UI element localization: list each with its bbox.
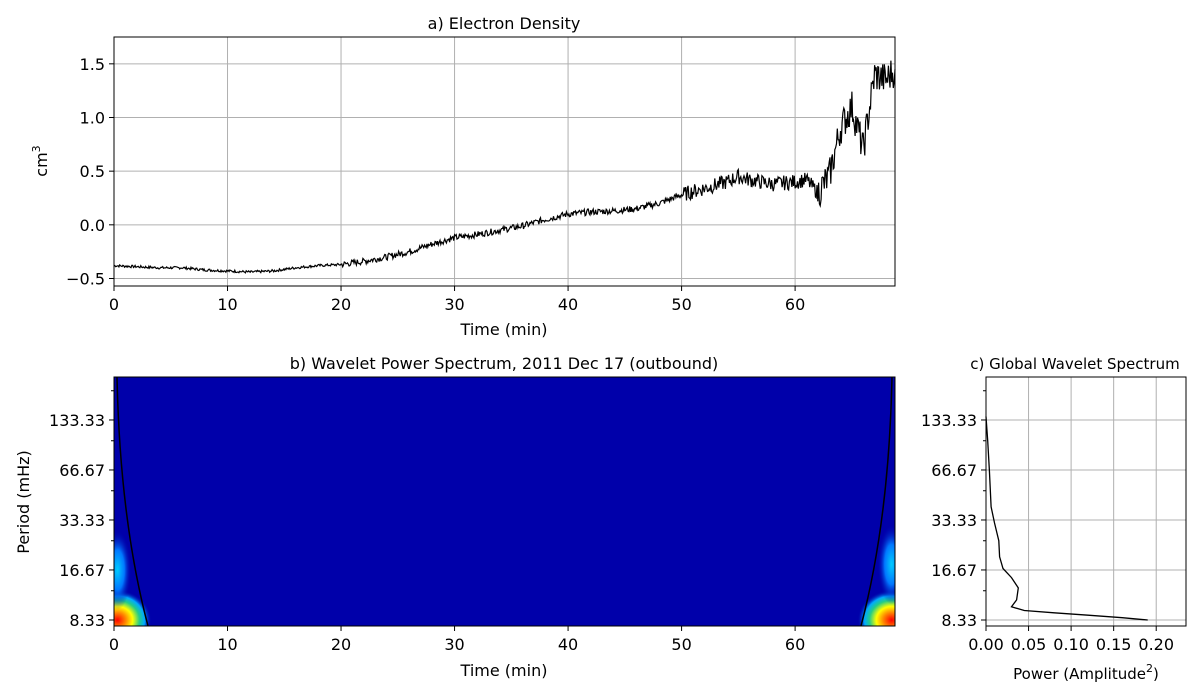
global-wavelet-x-tick-label: 0.10 — [1053, 635, 1089, 654]
electron-density-x-axis-label: Time (min) — [460, 320, 548, 339]
global-wavelet-title: c) Global Wavelet Spectrum — [970, 355, 1179, 373]
global-wavelet-y-tick-label: 133.33 — [921, 411, 977, 430]
electron-density-grid — [113, 37, 895, 286]
electron-density-plot-frame — [113, 36, 896, 287]
electron-density-panel: a) Electron Density 0 10 20 30 40 50 60 −0.5 0.… — [30, 14, 896, 339]
electron-density-x-tick-label: 20 — [331, 295, 351, 314]
wavelet-power-panel: b) Wavelet Power Spectrum, 2011 Dec 17 (… — [14, 354, 896, 680]
wavelet-power-plot-frame — [113, 376, 896, 627]
wavelet-power-x-axis-label: Time (min) — [460, 661, 548, 680]
electron-density-x-tick-label: 50 — [671, 295, 691, 314]
wavelet-power-hotspot — [114, 529, 132, 610]
global-wavelet-line — [985, 416, 1148, 621]
electron-density-x-tick-label: 60 — [785, 295, 805, 314]
wavelet-power-x-tick-label: 30 — [444, 635, 464, 654]
wavelet-power-y-tick-label: 8.33 — [69, 611, 105, 630]
global-wavelet-x-tick-label: 0.15 — [1096, 635, 1132, 654]
electron-density-x-tick-label: 0 — [109, 295, 119, 314]
electron-density-x-ticks: 0 10 20 30 40 50 60 — [109, 286, 805, 314]
wavelet-power-x-ticks: 0 10 20 30 40 50 60 — [109, 626, 805, 654]
electron-density-x-tick-label: 10 — [217, 295, 237, 314]
global-wavelet-y-tick-label: 33.33 — [931, 511, 977, 530]
electron-density-y-tick-label: 0.5 — [80, 162, 105, 181]
global-wavelet-y-tick-label: 8.33 — [941, 611, 977, 630]
electron-density-y-ticks: −0.5 0.0 0.5 1.0 1.5 — [66, 55, 114, 288]
wavelet-power-heatmap-background — [114, 377, 895, 626]
global-wavelet-x-tick-label: 0.00 — [968, 635, 1004, 654]
electron-density-y-tick-label: 1.0 — [80, 108, 105, 127]
wavelet-power-x-tick-label: 0 — [109, 635, 119, 654]
electron-density-x-tick-label: 30 — [444, 295, 464, 314]
wavelet-power-x-tick-label: 50 — [671, 635, 691, 654]
wavelet-power-y-tick-label: 133.33 — [49, 411, 105, 430]
wavelet-power-x-tick-label: 60 — [785, 635, 805, 654]
electron-density-y-tick-label: 0.0 — [80, 216, 105, 235]
global-wavelet-x-axis-label: Power (Amplitude2) — [1013, 662, 1159, 683]
global-wavelet-panel: c) Global Wavelet Spectrum 0.00 0.05 0.10 0… — [921, 355, 1187, 683]
global-wavelet-x-ticks: 0.00 0.05 0.10 0.15 0.20 — [968, 626, 1174, 654]
electron-density-title: a) Electron Density — [428, 14, 581, 33]
wavelet-power-x-tick-label: 10 — [217, 635, 237, 654]
wavelet-power-y-axis-label: Period (mHz) — [14, 450, 33, 553]
wavelet-power-hotspot — [877, 524, 895, 605]
wavelet-power-title: b) Wavelet Power Spectrum, 2011 Dec 17 (… — [290, 354, 719, 373]
wavelet-power-y-ticks: 133.33 66.67 33.33 16.67 8.33 — [49, 390, 114, 630]
wavelet-power-x-tick-label: 20 — [331, 635, 351, 654]
global-wavelet-y-tick-label: 66.67 — [931, 461, 977, 480]
global-wavelet-grid — [985, 377, 1186, 626]
global-wavelet-y-ticks: 133.33 66.67 33.33 16.67 8.33 — [921, 390, 986, 630]
electron-density-y-tick-label: −0.5 — [66, 269, 105, 288]
global-wavelet-plot-frame — [985, 376, 1187, 627]
global-wavelet-x-tick-label: 0.20 — [1138, 635, 1174, 654]
global-wavelet-x-tick-label: 0.05 — [1011, 635, 1047, 654]
global-wavelet-y-tick-label: 16.67 — [931, 561, 977, 580]
electron-density-x-tick-label: 40 — [558, 295, 578, 314]
electron-density-y-tick-label: 1.5 — [80, 55, 105, 74]
wavelet-power-y-tick-label: 16.67 — [59, 561, 105, 580]
cone-of-influence-left — [116, 377, 149, 626]
electron-density-line — [113, 60, 896, 274]
cone-of-influence-right — [860, 377, 893, 626]
wavelet-power-y-tick-label: 33.33 — [59, 511, 105, 530]
wavelet-power-y-tick-label: 66.67 — [59, 461, 105, 480]
electron-density-y-axis-label: cm3 — [30, 145, 51, 176]
wavelet-power-x-tick-label: 40 — [558, 635, 578, 654]
wavelet-power-hotspots — [114, 524, 895, 626]
cone-of-influence — [116, 377, 893, 626]
